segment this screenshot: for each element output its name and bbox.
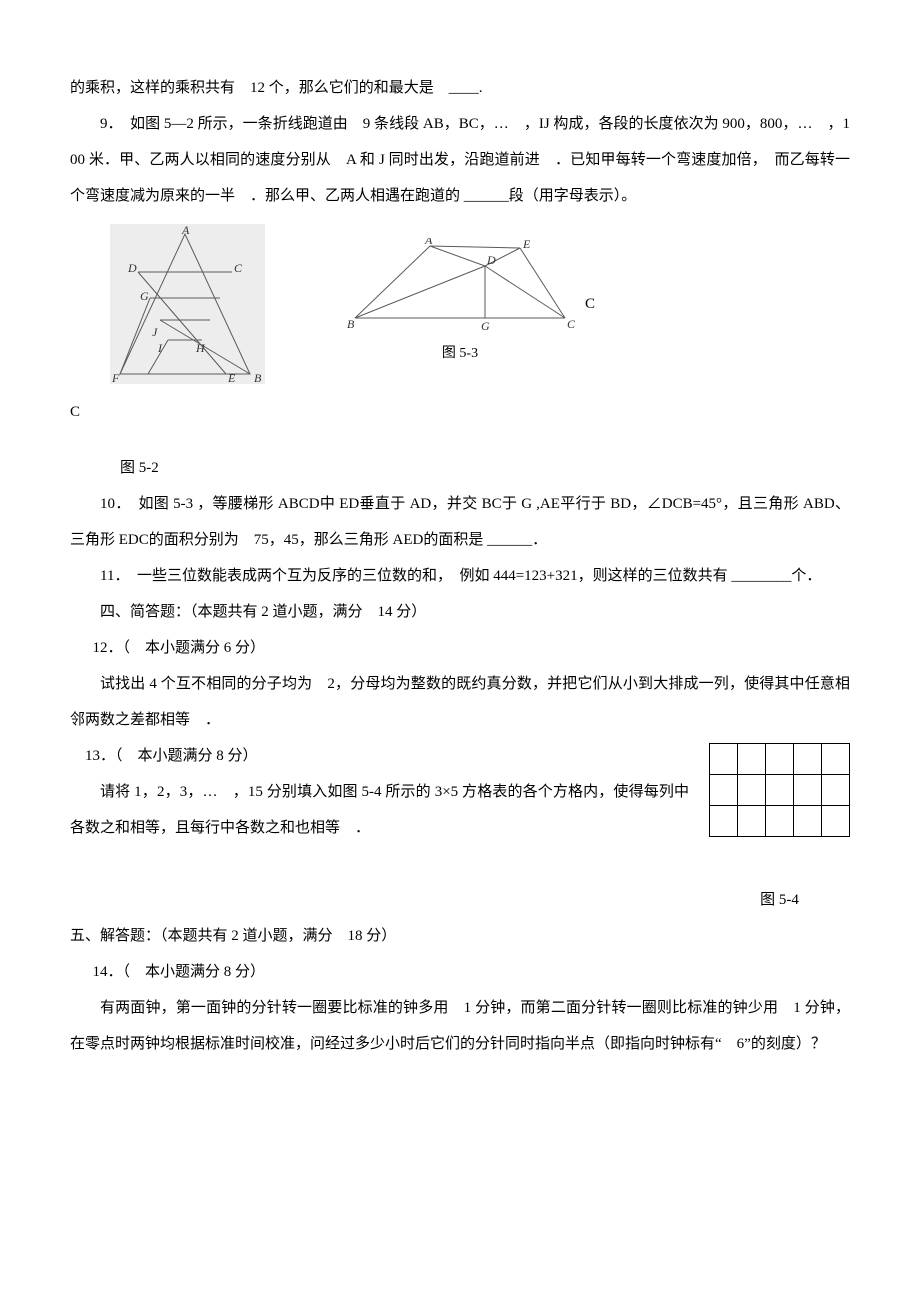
figure-5-3-wrap: A D E B G C 图 5-3 C <box>345 238 595 371</box>
figure-5-3-block: A D E B G C 图 5-3 <box>345 238 575 371</box>
section5-heading: 五、解答题：（本题共有 2 道小题，满分 18 分） <box>70 918 850 954</box>
grid-cell <box>794 775 822 806</box>
grid-cell <box>710 806 738 837</box>
q12-head: 12．（ 本小题满分 6 分） <box>70 630 850 666</box>
fig52-label-D: D <box>127 261 137 275</box>
grid-cell <box>822 744 850 775</box>
grid-5-4 <box>709 743 850 837</box>
q14-body: 有两面钟，第一面钟的分针转一圈要比标准的钟多用 1 分钟，而第二面分针转一圈则比… <box>70 990 850 1062</box>
fig52-label-H: H <box>195 341 206 355</box>
grid-row <box>710 744 850 775</box>
section4-heading: 四、简答题：（本题共有 2 道小题，满分 14 分） <box>70 594 850 630</box>
fig52-bg <box>110 224 265 384</box>
grid-container: 图 5-4 <box>709 743 850 918</box>
q11-text: 11． 一些三位数能表成两个互为反序的三位数的和， 例如 444=123+321… <box>70 558 850 594</box>
grid-cell <box>710 744 738 775</box>
q9-text: 9． 如图 5—2 所示，一条折线跑道由 9 条线段 AB，BC，… ，IJ 构… <box>70 106 850 214</box>
grid-caption: 图 5-4 <box>760 882 799 918</box>
fig53-lines <box>355 246 565 318</box>
figure-5-2-caption: 图 5-2 <box>120 450 850 486</box>
fig53-label-B: B <box>347 317 355 331</box>
figure-5-2-block: A D G J I H F E B C <box>110 224 265 384</box>
fig52-label-E: E <box>227 371 236 384</box>
fig53-label-A: A <box>424 238 433 247</box>
fig52-orphan-c: C <box>70 394 850 430</box>
grid-cell <box>710 775 738 806</box>
fig52-label-G: G <box>140 289 149 303</box>
figure-5-3-caption: 图 5-3 <box>442 337 478 371</box>
grid-cell <box>822 806 850 837</box>
grid-cell <box>766 806 794 837</box>
grid-cell <box>822 775 850 806</box>
grid-cell <box>766 775 794 806</box>
figure-row: A D G J I H F E B C <box>110 224 850 384</box>
fig53-side-c: C <box>585 286 595 322</box>
q10-text: 10． 如图 5-3 ，等腰梯形 ABCD中 ED垂直于 AD，并交 BC于 G… <box>70 486 850 558</box>
q13-block: 图 5-4 13．（ 本小题满分 8 分） 请将 1，2，3，… ，15 分别填… <box>70 738 850 918</box>
grid-cell <box>794 744 822 775</box>
fig53-labels: A D E B G C <box>347 238 575 333</box>
fig53-label-G: G <box>481 319 490 333</box>
grid-row <box>710 775 850 806</box>
grid-cell <box>738 775 766 806</box>
figure-5-2-svg: A D G J I H F E B C <box>110 224 265 384</box>
fig52-label-F: F <box>111 371 120 384</box>
fig52-label-C: C <box>234 261 243 275</box>
fig53-label-E: E <box>522 238 531 251</box>
q12-body: 试找出 4 个互不相同的分子均为 2，分母均为整数的既约真分数，并把它们从小到大… <box>70 666 850 738</box>
figure-5-3-svg: A D E B G C <box>345 238 575 333</box>
fig53-label-C: C <box>567 317 575 331</box>
preamble-line: 的乘积，这样的乘积共有 12 个，那么它们的和最大是 ____. <box>70 70 850 106</box>
fig53-side-c-text: C <box>585 286 595 322</box>
grid-row <box>710 806 850 837</box>
grid-cell <box>766 744 794 775</box>
grid-cell <box>738 806 766 837</box>
fig52-label-A: A <box>181 224 190 237</box>
fig52-label-J: J <box>152 325 158 339</box>
fig53-label-D: D <box>486 253 496 267</box>
grid-cell <box>738 744 766 775</box>
grid-cell <box>794 806 822 837</box>
q14-head: 14．（ 本小题满分 8 分） <box>70 954 850 990</box>
fig52-label-B: B <box>254 371 262 384</box>
